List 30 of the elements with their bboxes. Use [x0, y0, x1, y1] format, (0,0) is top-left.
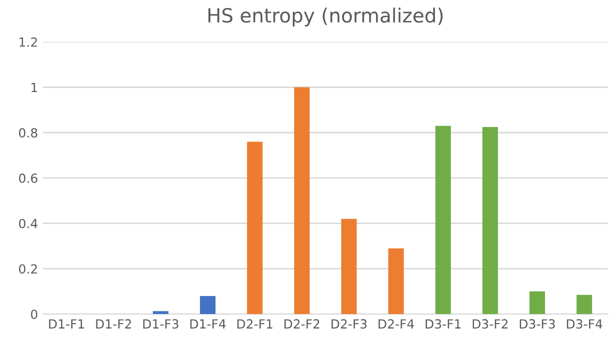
x-tick-label: D2-F3: [332, 319, 367, 329]
x-tick-label: D1-F1: [49, 319, 84, 328]
y-tick-label: 0.2: [19, 264, 37, 274]
y-tick-label: 0: [30, 310, 38, 320]
bar: [576, 294, 592, 314]
x-tick-label: D1-F2: [96, 319, 131, 328]
x-tick-label: D2-F1: [237, 319, 272, 328]
y-tick-label: 0.6: [19, 173, 38, 183]
x-tick-label: D3-F4: [566, 319, 602, 329]
bar: [341, 218, 357, 314]
x-tick-label: D3-F3: [520, 319, 555, 329]
y-tick-label: 1: [32, 82, 37, 92]
bar: [152, 311, 168, 314]
bar: [388, 248, 404, 314]
y-tick-label: 1.2: [20, 37, 37, 47]
x-tick-label: D1-F4: [190, 319, 226, 328]
chart-title: HS entropy (normalized): [208, 8, 443, 26]
bar: [482, 126, 498, 314]
x-tick-label: D2-F2: [284, 319, 320, 328]
bar: [529, 291, 546, 314]
bar: [247, 142, 263, 314]
bar: [294, 87, 310, 314]
bar: [435, 126, 451, 314]
x-tick-label: D2-F4: [378, 319, 414, 328]
x-tick-label: D3-F2: [472, 319, 508, 329]
y-tick-label: 0.4: [19, 218, 38, 228]
x-tick-label: D1-F3: [143, 319, 178, 329]
x-tick-label: D3-F1: [426, 319, 461, 329]
y-tick-label: 0.8: [19, 128, 38, 138]
bar: [200, 296, 216, 314]
